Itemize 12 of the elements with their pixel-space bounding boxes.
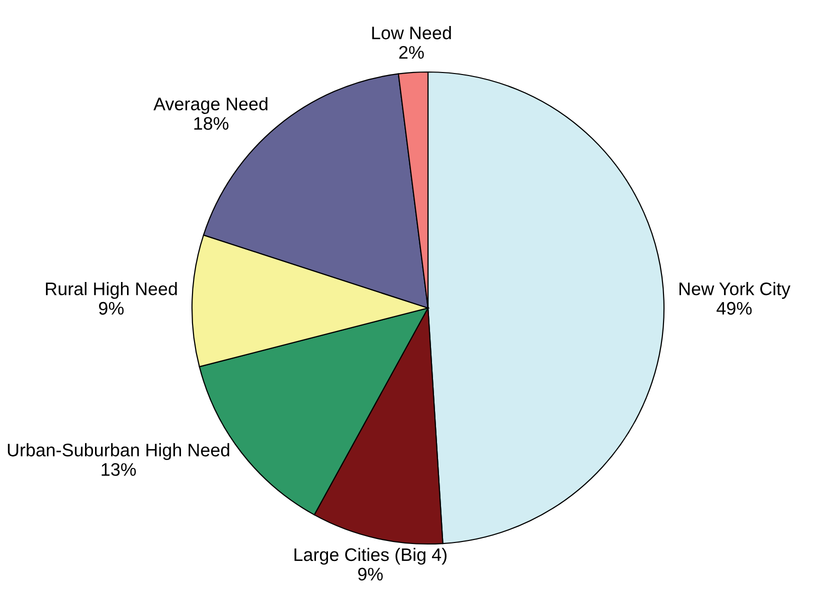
slice-label: Rural High Need bbox=[46, 282, 177, 299]
data-label: 9% bbox=[358, 568, 383, 581]
slice-label: New York City bbox=[680, 282, 790, 299]
data-label: 18% bbox=[194, 117, 228, 130]
slice-label: Large Cities (Big 4) bbox=[294, 548, 446, 565]
data-label: 9% bbox=[99, 302, 124, 315]
data-label: 13% bbox=[102, 463, 136, 476]
slice-label: Urban-Suburban High Need bbox=[8, 443, 230, 460]
data-label: 49% bbox=[716, 302, 752, 315]
slice-label: Average Need bbox=[153, 97, 268, 114]
slice-label: Low Need bbox=[372, 26, 451, 40]
data-label: 2% bbox=[399, 46, 424, 59]
